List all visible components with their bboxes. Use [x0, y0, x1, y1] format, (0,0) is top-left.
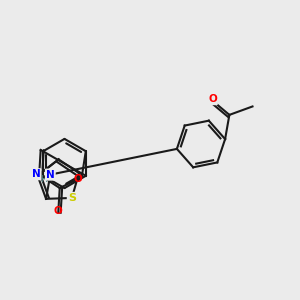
Text: N: N — [46, 169, 55, 180]
Text: S: S — [68, 193, 76, 203]
Text: H: H — [40, 175, 47, 184]
Text: O: O — [74, 174, 82, 184]
Text: O: O — [208, 94, 217, 104]
Text: O: O — [54, 206, 63, 216]
Text: N: N — [32, 169, 40, 179]
